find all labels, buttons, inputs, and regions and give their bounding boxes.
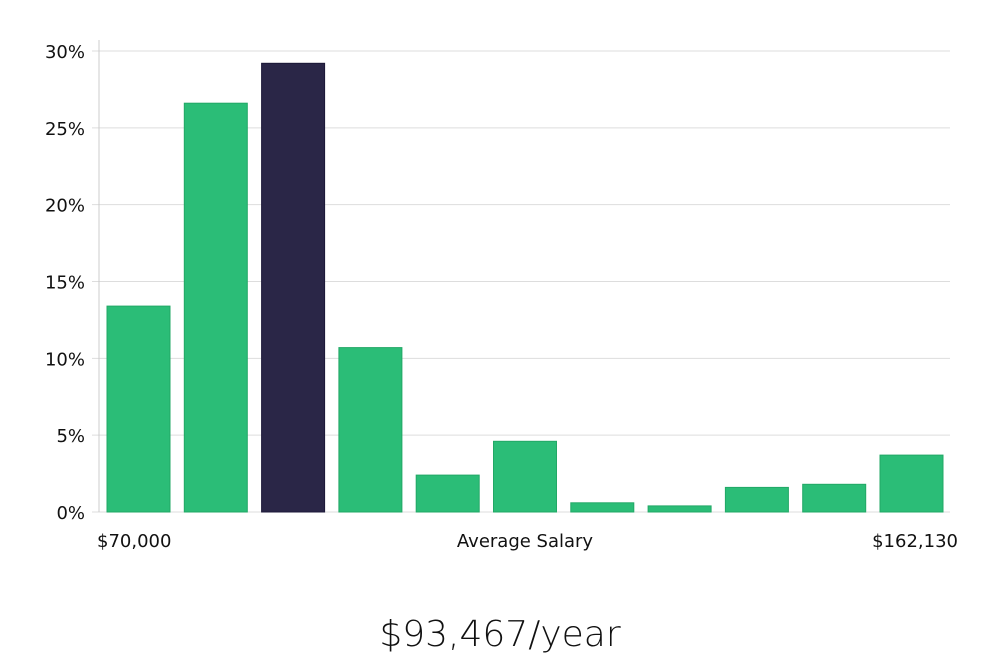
bar bbox=[183, 102, 248, 513]
x-axis-max-label: $162,130 bbox=[872, 531, 958, 552]
y-tick-label: 25% bbox=[45, 119, 85, 140]
average-salary-value: $93,467/year bbox=[379, 614, 621, 655]
bar bbox=[415, 474, 480, 513]
bar bbox=[802, 483, 867, 513]
bars bbox=[106, 62, 944, 513]
salary-histogram: 0% 5% 10% 15% 20% 25% 30% $70,000 Average Sala… bbox=[45, 40, 958, 552]
y-tick-labels: 0% 5% 10% 15% 20% 25% 30% bbox=[45, 42, 85, 524]
bar bbox=[879, 454, 944, 513]
x-axis-min-label: $70,000 bbox=[97, 531, 171, 552]
y-tick-label: 10% bbox=[45, 349, 85, 370]
y-tick-label: 0% bbox=[56, 503, 85, 524]
y-tick-label: 5% bbox=[56, 426, 85, 447]
bar bbox=[570, 502, 635, 513]
x-axis-title: Average Salary bbox=[457, 531, 594, 552]
bar bbox=[338, 347, 403, 513]
y-tick-label: 30% bbox=[45, 42, 85, 63]
y-tick-label: 15% bbox=[45, 273, 85, 294]
bar bbox=[493, 440, 557, 513]
bar bbox=[647, 505, 712, 513]
bar-highlighted bbox=[261, 62, 326, 513]
bar bbox=[106, 305, 171, 513]
y-tick-label: 20% bbox=[45, 196, 85, 217]
bar bbox=[724, 486, 789, 513]
